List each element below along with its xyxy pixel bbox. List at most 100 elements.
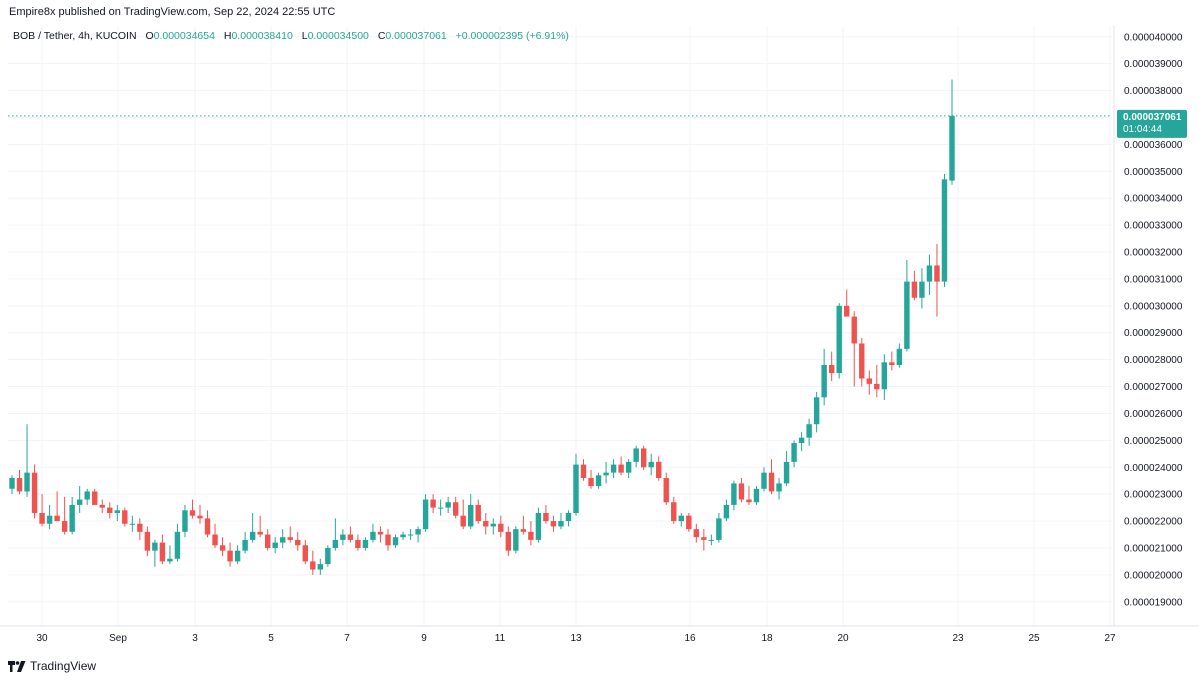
candle-body [122,510,128,524]
candle-body [249,531,256,540]
candle-body [595,475,602,487]
candle-body [535,512,542,540]
candle-body [844,305,850,317]
candle [24,424,30,497]
candle [573,453,579,516]
candle [114,504,120,522]
candle-body [648,461,654,468]
candle-body [295,539,301,546]
time-tick-label: 30 [36,633,48,644]
candle [370,523,376,543]
candle [904,260,910,352]
candle [836,303,842,379]
candle [242,531,248,554]
candle [686,512,692,532]
tradingview-logo-icon [8,660,26,672]
price-tick-label: 0.000030000 [1124,301,1183,312]
candle-body [242,539,248,551]
candle-body [550,521,557,527]
candle-body [483,521,489,527]
candle-body [189,510,196,516]
candle-body [468,504,474,527]
candle-body [54,515,60,522]
candle [280,529,286,548]
candle-body [573,464,579,513]
candle [490,518,496,535]
candle [738,478,745,503]
candle [137,518,143,540]
candle-body [851,316,857,344]
price-tick-label: 0.000027000 [1124,382,1183,393]
candle [610,459,617,479]
candle [768,459,775,495]
candle-body [159,542,166,562]
legend-h-label: H [224,30,232,42]
candle-body [355,539,361,548]
candle [302,539,308,565]
tradingview-logo[interactable]: TradingView [8,659,96,673]
candle [392,534,399,548]
candle [167,545,173,565]
price-tick-label: 0.000022000 [1124,517,1183,528]
svg-text:BOB / Tether, 4h, KUCOIN: BOB / Tether, 4h, KUCOIN O0.000034654 H0… [13,30,569,42]
time-axis[interactable]: 30 Sep 3 5 7 9 11 13 16 18 20 23 25 27 [0,625,1199,644]
candle [212,523,218,548]
candle [896,343,903,368]
candle [295,531,301,551]
candle-body [874,383,880,390]
candle-body [821,365,827,398]
candle [377,526,384,543]
price-tick-label: 0.000028000 [1124,355,1183,366]
candle-body [129,523,136,525]
candle [144,526,151,557]
candle [422,494,429,532]
candle [445,496,451,513]
candle-body [618,464,624,473]
candle [61,496,68,535]
candle [332,518,339,551]
candle-body [881,362,888,390]
candle-body [227,550,233,562]
candle-body [204,518,211,535]
candle-body [678,515,684,522]
candle-body [445,502,451,508]
candle-body [370,531,376,540]
candle-body [234,550,241,562]
candle-body [896,348,903,366]
candle-body [46,515,53,524]
candle-body [934,265,940,282]
time-tick-label: 27 [1104,633,1116,644]
chart-area[interactable]: 0.000040000 0.000039000 0.000038000 0.00003… [0,26,1199,653]
candle-body [182,510,188,532]
candle-body [174,531,181,559]
candle [595,472,602,489]
candle-body [107,507,113,513]
time-tick-label: 7 [344,633,350,644]
candle [129,515,136,532]
candle [159,534,166,565]
candle [588,469,594,489]
candle [806,418,812,446]
bar-countdown: 01:04:44 [1123,124,1162,135]
candle-body [144,531,151,551]
candle-body [806,424,812,438]
candle-body [347,534,354,540]
candle [219,537,226,557]
price-axis[interactable]: 0.000040000 0.000039000 0.000038000 0.00003… [1113,26,1183,626]
candle [761,467,767,492]
candle-body [889,362,895,366]
legend: BOB / Tether, 4h, KUCOIN O0.000034654 H0… [13,30,569,42]
candle [505,526,512,557]
price-tick-label: 0.000034000 [1124,194,1183,205]
candle-body [656,461,662,479]
candle [753,486,760,505]
candle-body [543,512,549,522]
candle-body [603,472,609,476]
candle [325,545,331,567]
candle [716,512,722,543]
candle [949,79,955,185]
candlestick-chart[interactable]: 0.000040000 0.000039000 0.000038000 0.00003… [0,26,1199,653]
top-bar: Empire8x published on TradingView.com, S… [0,0,1199,26]
candle [934,243,940,317]
candle-body [565,512,572,522]
